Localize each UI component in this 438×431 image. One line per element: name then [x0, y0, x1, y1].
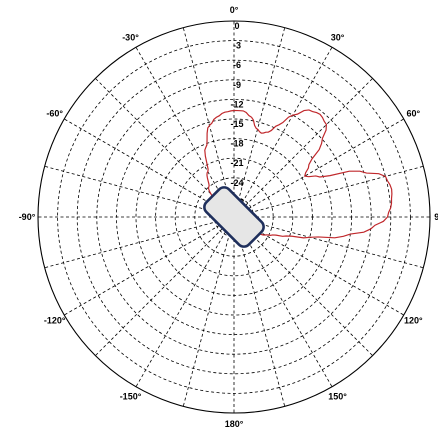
angle-tick-label: -60° [46, 109, 63, 119]
angle-tick-label: 150° [328, 391, 347, 401]
radial-tick-label: -3 [233, 41, 241, 51]
angle-tick-label: 180° [225, 419, 244, 429]
device-layer [203, 186, 265, 248]
grid-spoke [233, 47, 333, 218]
radial-tick-label: 0 [234, 21, 239, 31]
angle-tick-labels: 0°30°60°90°120°150°180°-150°-120°-90°-60… [19, 5, 438, 429]
grid-ring [135, 118, 333, 316]
antenna-device-icon [203, 186, 265, 248]
radial-tick-label: -12 [230, 99, 243, 109]
outer-ring [37, 20, 431, 414]
radial-tick-label: -21 [230, 158, 243, 168]
angle-tick-label: 120° [404, 316, 423, 326]
angle-tick-label: 30° [331, 33, 345, 43]
angle-tick-label: 90° [434, 212, 438, 222]
angle-tick-label: 0° [230, 5, 239, 15]
radial-tick-label: -6 [233, 60, 241, 70]
radial-tick-label: -15 [230, 119, 243, 129]
grid-ring [174, 157, 294, 277]
radial-tick-label: -18 [230, 139, 243, 149]
angle-tick-label: -150° [120, 391, 142, 401]
grid-ring [96, 79, 372, 355]
grid-spoke [95, 216, 235, 356]
radial-tick-label: -9 [233, 80, 241, 90]
grid-spoke [44, 216, 235, 269]
grid-spoke [182, 216, 235, 407]
radial-tick-label: -24 [230, 178, 243, 188]
angle-tick-label: -30° [122, 33, 139, 43]
radial-tick-labels: 0-3-6-9-12-15-18-21-24-27 [230, 21, 243, 207]
grid-spoke [64, 216, 235, 316]
angle-tick-label: -90° [19, 212, 36, 222]
polar-grid [37, 20, 431, 414]
angle-tick-label: -120° [44, 316, 66, 326]
angle-tick-label: 60° [406, 109, 420, 119]
grid-spoke [233, 78, 373, 218]
